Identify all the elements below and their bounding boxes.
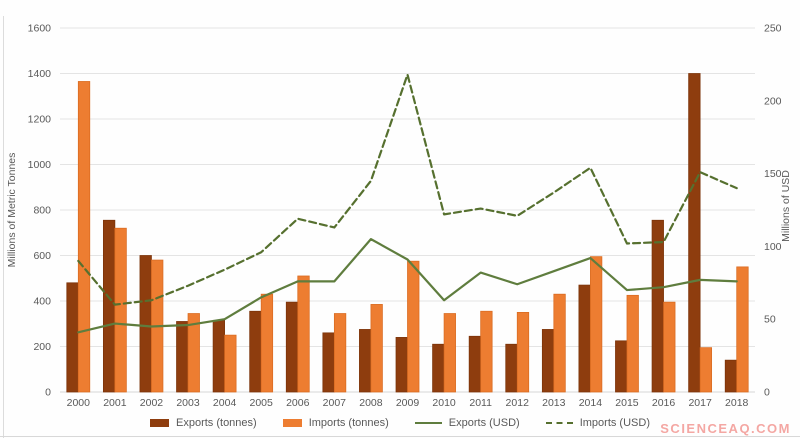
x-axis-tick: 2018: [725, 397, 749, 409]
x-axis-tick: 2005: [250, 397, 274, 409]
imports-tonnes-swatch: [282, 419, 302, 427]
bar: [688, 73, 701, 393]
x-axis-labels: 2000 2001 2002 2003 2004 2005 2006 2007 2008 2009…: [67, 397, 749, 409]
x-axis-tick: 2007: [323, 397, 347, 409]
x-axis-tick: 2017: [688, 397, 712, 409]
bar: [395, 337, 408, 393]
x-axis-tick: 2014: [579, 397, 603, 409]
x-axis-tick: 2002: [140, 397, 164, 409]
legend-label-imports-usd: Imports (USD): [579, 417, 650, 429]
left-axis-tick: 200: [33, 341, 51, 353]
legend-label-imports-tonnes: Imports (tonnes): [308, 417, 389, 429]
bar: [480, 310, 493, 393]
x-axis-tick: 2006: [286, 397, 310, 409]
bar: [66, 282, 79, 393]
bar: [249, 310, 262, 393]
bar: [114, 227, 127, 393]
bar: [322, 332, 335, 393]
left-axis-tick: 1200: [28, 114, 52, 126]
right-axis-tick: 50: [764, 314, 776, 326]
bar: [77, 81, 91, 393]
exports-tonnes-swatch: [150, 419, 169, 427]
x-axis-tick: 2003: [176, 397, 200, 409]
x-axis-tick: 2000: [67, 397, 91, 409]
frame-bottom-border: [0, 436, 800, 437]
x-axis-tick: 2008: [359, 397, 383, 409]
x-axis-tick: 2016: [652, 397, 676, 409]
bar: [736, 266, 749, 393]
watermark: SCIENCEAQ.COM: [660, 421, 791, 436]
legend-item-exports-usd[interactable]: Exports (USD): [414, 417, 520, 429]
x-axis-tick: 2001: [103, 397, 127, 409]
x-axis-tick: 2012: [506, 397, 530, 409]
x-axis-tick: 2013: [542, 397, 566, 409]
frame-left-border: [3, 16, 4, 438]
bar: [297, 275, 310, 393]
exports-usd-line: [77, 238, 738, 334]
bar: [553, 293, 566, 393]
left-axis-tick: 800: [33, 205, 51, 217]
bars-exports-tonnes: [66, 73, 738, 393]
legend-label-exports-usd: Exports (USD): [448, 417, 520, 429]
right-axis-tick: 250: [764, 23, 782, 35]
bar: [176, 321, 189, 393]
bar: [626, 294, 639, 393]
legend-label-exports-tonnes: Exports (tonnes): [176, 417, 257, 429]
bar: [578, 284, 591, 393]
bar: [724, 359, 738, 393]
bar: [212, 319, 225, 393]
imports-usd-line: [77, 73, 738, 306]
left-axis-tick: 1400: [28, 68, 52, 80]
bar: [651, 219, 664, 393]
legend-item-imports-usd[interactable]: Imports (USD): [545, 417, 650, 429]
bar: [139, 255, 152, 393]
bar: [615, 340, 628, 393]
left-axis-tick: 400: [33, 296, 51, 308]
bar: [333, 313, 347, 393]
bar: [432, 343, 445, 393]
bar: [260, 293, 274, 393]
bar: [541, 329, 555, 393]
bar: [370, 304, 383, 393]
bar: [407, 260, 420, 393]
left-axis-title: Millions of Metric Tonnes: [6, 153, 18, 268]
right-axis-tick: 100: [764, 241, 782, 253]
bar: [505, 343, 518, 393]
bar: [285, 301, 299, 393]
bar: [590, 256, 603, 393]
bar: [443, 313, 456, 393]
x-axis-tick: 2004: [213, 397, 237, 409]
left-axis-tick: 0: [45, 387, 51, 399]
bar: [102, 219, 116, 393]
left-axis-tick: 1600: [28, 23, 52, 35]
right-axis-title: Millions of USD: [780, 170, 792, 242]
bar: [663, 301, 676, 393]
right-axis-tick: 150: [764, 168, 782, 180]
x-axis-tick: 2015: [615, 397, 639, 409]
bar: [468, 335, 482, 393]
right-axis-tick: 0: [764, 387, 770, 399]
legend-item-imports-tonnes[interactable]: Imports (tonnes): [282, 417, 389, 429]
x-axis-tick: 2011: [469, 397, 492, 409]
axis-tick-labels: 0 200 400 600 800 1000 1200 1400 1600 0 50 100 150 20…: [28, 23, 782, 399]
legend-item-exports-tonnes[interactable]: Exports (tonnes): [150, 417, 257, 429]
bar: [516, 312, 530, 393]
left-axis-tick: 1000: [28, 159, 52, 171]
x-axis-tick: 2009: [396, 397, 420, 409]
bar: [699, 347, 713, 393]
x-axis-tick: 2010: [432, 397, 456, 409]
bar: [359, 329, 372, 393]
bars-imports-tonnes: [77, 81, 749, 393]
bar: [187, 313, 200, 393]
right-axis-tick: 200: [764, 95, 782, 107]
bar: [224, 334, 237, 393]
chart-legend: Exports (tonnes) Imports (tonnes) Export…: [0, 414, 800, 432]
imports-usd-line-swatch: [545, 422, 573, 424]
left-axis-tick: 600: [33, 250, 51, 262]
exports-usd-line-swatch: [414, 422, 442, 424]
gridlines: [60, 27, 755, 393]
